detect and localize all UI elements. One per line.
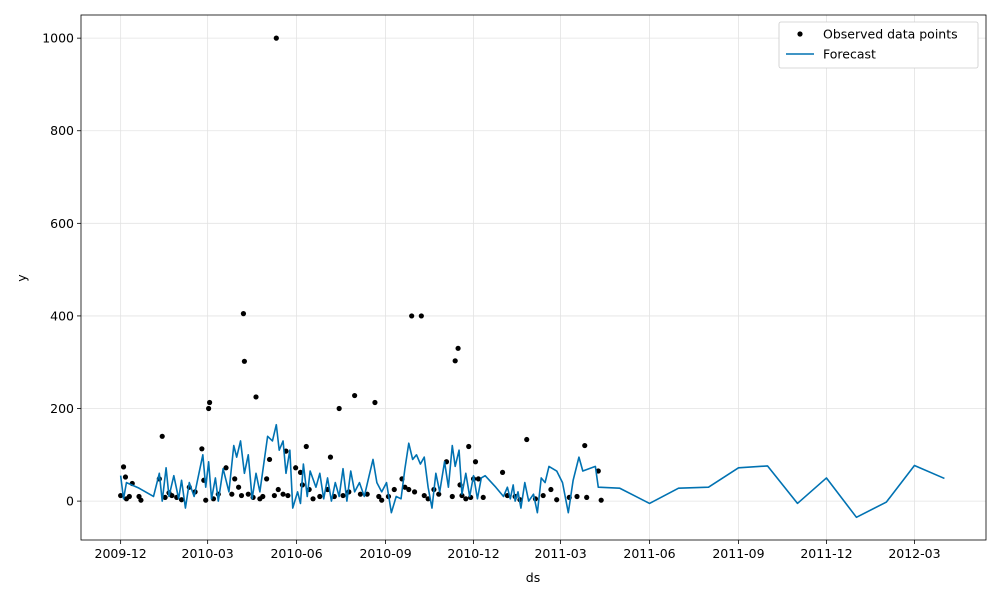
data-point [238, 492, 245, 499]
data-point [253, 394, 259, 400]
legend: Observed data points Forecast [778, 21, 979, 69]
x-tick-label: 2010-09 [359, 546, 411, 561]
data-point [241, 358, 248, 364]
plot-frame [80, 14, 987, 541]
data-point [285, 492, 291, 499]
forecast-line [119, 423, 945, 519]
data-point [449, 493, 455, 500]
data-point [409, 313, 415, 319]
legend-label: Forecast [823, 47, 876, 62]
y-tick-label: 0 [66, 494, 74, 509]
data-point [480, 494, 486, 501]
data-point [310, 496, 316, 502]
x-axis-label: ds [526, 570, 540, 585]
data-point [391, 486, 397, 493]
data-point [466, 443, 472, 450]
data-point [406, 486, 412, 493]
x-tick-label: 2010-06 [270, 546, 322, 561]
data-point [297, 469, 304, 476]
x-tick-label: 2011-03 [534, 546, 586, 561]
data-point [203, 497, 209, 503]
data-point [598, 497, 604, 503]
data-point [357, 491, 364, 497]
data-point [236, 484, 242, 490]
data-point [402, 484, 408, 490]
data-point [266, 456, 273, 463]
x-tick-label: 2009-12 [95, 546, 147, 561]
data-point [303, 443, 309, 450]
y-axis-label: y [14, 274, 29, 282]
x-tick-label: 2012-03 [888, 546, 940, 561]
data-point [459, 492, 465, 499]
data-point [199, 446, 205, 452]
data-point [584, 494, 590, 501]
y-tick-label: 400 [50, 308, 74, 323]
data-point [245, 491, 251, 497]
data-point [264, 476, 270, 482]
x-tick-label: 2010-12 [447, 546, 499, 561]
y-tick-label: 600 [50, 216, 74, 231]
data-point [206, 405, 212, 412]
data-point [524, 436, 530, 443]
data-point [411, 489, 418, 495]
data-point [275, 486, 281, 493]
data-point [418, 313, 424, 319]
x-tick-label: 2011-09 [712, 546, 764, 561]
data-point [452, 358, 458, 364]
data-point [223, 465, 229, 471]
data-point [475, 476, 481, 482]
y-tick-label: 1000 [42, 31, 74, 46]
data-point [379, 497, 385, 503]
data-point [122, 474, 129, 480]
data-point [540, 492, 546, 499]
data-point [240, 311, 247, 317]
data-point [554, 497, 560, 503]
data-point [232, 476, 238, 482]
data-point [159, 433, 165, 439]
x-tick-label: 2011-06 [623, 546, 675, 561]
data-point [436, 491, 442, 497]
data-point [273, 35, 279, 41]
data-point [499, 469, 506, 476]
data-point [327, 454, 334, 460]
data-point [317, 493, 323, 500]
data-point [455, 345, 461, 351]
data-point [280, 491, 286, 497]
data-point [548, 486, 554, 493]
data-point [472, 459, 479, 465]
y-tick-label: 800 [50, 123, 74, 138]
x-tick-label: 2010-03 [182, 546, 234, 561]
data-point [293, 465, 299, 471]
data-point [138, 497, 144, 503]
data-point [463, 496, 469, 502]
data-point [421, 492, 427, 499]
data-point [229, 491, 235, 497]
data-point [574, 493, 580, 500]
data-point [336, 405, 342, 412]
data-point [169, 492, 175, 499]
data-point [126, 493, 132, 500]
data-point [260, 493, 266, 500]
data-point [352, 392, 358, 399]
legend-box [778, 21, 979, 69]
legend-label: Observed data points [823, 27, 958, 42]
data-point [118, 492, 124, 499]
data-point [340, 492, 346, 499]
data-point [206, 399, 213, 406]
data-point [178, 497, 185, 503]
data-point [582, 442, 588, 449]
x-tick-label: 2011-12 [800, 546, 852, 561]
data-point [271, 492, 277, 499]
data-point [162, 494, 168, 501]
y-tick-label: 200 [50, 401, 74, 416]
data-point [120, 464, 127, 470]
data-point [376, 493, 382, 500]
legend-marker [797, 31, 803, 37]
data-point [372, 399, 378, 406]
